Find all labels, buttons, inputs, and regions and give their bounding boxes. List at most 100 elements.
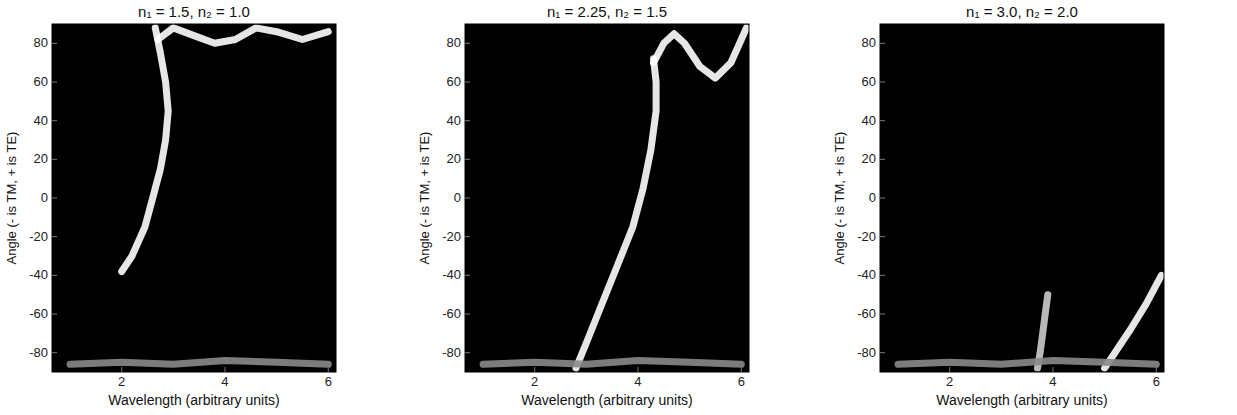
band xyxy=(1105,275,1162,368)
x-tick xyxy=(1052,367,1053,372)
plot-area xyxy=(465,24,749,372)
y-tick-label: -60 xyxy=(442,306,461,321)
y-tick xyxy=(880,159,885,160)
y-tick xyxy=(52,43,57,44)
y-tick-label: 20 xyxy=(862,151,876,166)
plot-area xyxy=(880,24,1164,372)
band xyxy=(158,28,328,43)
y-tick-label: -80 xyxy=(442,345,461,360)
x-tick-label: 4 xyxy=(1049,374,1056,389)
y-tick-label: -40 xyxy=(29,267,48,282)
y-tick xyxy=(465,275,470,276)
figure: -80-60-40-20020406080246n₁ = 1.5, n₂ = 1… xyxy=(0,0,1237,415)
x-tick-label: 6 xyxy=(1153,374,1160,389)
band xyxy=(70,360,328,364)
y-tick xyxy=(465,314,470,315)
x-tick xyxy=(949,367,950,372)
x-tick xyxy=(121,367,122,372)
y-tick xyxy=(880,352,885,353)
y-tick-label: 0 xyxy=(869,190,876,205)
y-tick-label: 20 xyxy=(447,151,461,166)
y-tick xyxy=(52,275,57,276)
y-tick xyxy=(52,82,57,83)
y-tick-label: -20 xyxy=(442,229,461,244)
y-tick xyxy=(52,159,57,160)
frame xyxy=(52,24,336,372)
x-tick-label: 4 xyxy=(634,374,641,389)
frame xyxy=(465,24,749,372)
y-axis-title: Angle (- is TM, + is TE) xyxy=(4,132,19,265)
x-axis-title: Wavelength (arbitrary units) xyxy=(936,392,1107,408)
band xyxy=(898,360,1156,364)
panel-title: n₁ = 3.0, n₂ = 2.0 xyxy=(966,3,1078,20)
panel-title: n₁ = 1.5, n₂ = 1.0 xyxy=(138,3,250,20)
panel-title: n₁ = 2.25, n₂ = 1.5 xyxy=(547,3,667,20)
plot-area xyxy=(52,24,336,372)
y-tick xyxy=(465,159,470,160)
x-tick-label: 2 xyxy=(531,374,538,389)
y-tick-label: 0 xyxy=(41,190,48,205)
band xyxy=(654,28,747,78)
x-tick xyxy=(224,367,225,372)
panel: -80-60-40-20020406080246n₁ = 2.25, n₂ = … xyxy=(417,3,749,408)
y-tick xyxy=(52,198,57,199)
panel: -80 -60 -40 -20 0 20 40 60 80 2 4 6 n₁ = 3.0, n₂ = 2… xyxy=(832,3,1164,408)
y-tick xyxy=(880,43,885,44)
marks xyxy=(483,28,746,368)
y-tick-label: 60 xyxy=(34,74,48,89)
y-tick-label: 40 xyxy=(447,113,461,128)
y-tick-label: 0 xyxy=(454,190,461,205)
y-axis-title: Angle (- is TM, + is TE) xyxy=(417,132,432,265)
y-tick xyxy=(880,82,885,83)
x-tick xyxy=(637,367,638,372)
x-tick-label: 2 xyxy=(946,374,953,389)
y-tick-label: 80 xyxy=(34,35,48,50)
x-tick xyxy=(534,367,535,372)
y-tick xyxy=(465,120,470,121)
y-tick xyxy=(880,120,885,121)
marks xyxy=(898,275,1161,368)
y-tick-label: 80 xyxy=(447,35,461,50)
marks xyxy=(70,28,328,364)
y-tick-label: 40 xyxy=(34,113,48,128)
x-tick-label: 2 xyxy=(118,374,125,389)
y-tick-label: -80 xyxy=(857,345,876,360)
y-tick xyxy=(880,236,885,237)
y-tick xyxy=(880,275,885,276)
y-tick xyxy=(465,198,470,199)
y-tick-label: -80 xyxy=(29,345,48,360)
y-tick xyxy=(465,43,470,44)
y-tick xyxy=(52,236,57,237)
band xyxy=(576,59,656,368)
y-tick-label: 60 xyxy=(862,74,876,89)
y-tick-label: -60 xyxy=(857,306,876,321)
y-tick xyxy=(52,314,57,315)
y-tick-label: -20 xyxy=(29,229,48,244)
x-tick xyxy=(741,367,742,372)
y-tick xyxy=(465,82,470,83)
y-tick xyxy=(465,352,470,353)
y-axis-title: Angle (- is TM, + is TE) xyxy=(832,132,847,265)
x-tick-label: 4 xyxy=(221,374,228,389)
y-tick-label: -40 xyxy=(857,267,876,282)
x-tick-label: 6 xyxy=(325,374,332,389)
y-tick-label: 20 xyxy=(34,151,48,166)
y-tick-label: 40 xyxy=(862,113,876,128)
y-tick xyxy=(52,120,57,121)
y-tick-label: -20 xyxy=(857,229,876,244)
y-tick xyxy=(465,236,470,237)
band xyxy=(1038,295,1048,368)
y-tick-label: -40 xyxy=(442,267,461,282)
y-tick-label: 80 xyxy=(862,35,876,50)
x-axis-title: Wavelength (arbitrary units) xyxy=(521,392,692,408)
x-tick xyxy=(328,367,329,372)
y-tick xyxy=(880,314,885,315)
y-tick xyxy=(880,198,885,199)
x-tick-label: 6 xyxy=(738,374,745,389)
band xyxy=(483,360,741,364)
band xyxy=(122,28,169,272)
x-axis-title: Wavelength (arbitrary units) xyxy=(108,392,279,408)
y-tick xyxy=(52,352,57,353)
panel: -80-60-40-20020406080246n₁ = 1.5, n₂ = 1… xyxy=(4,3,336,408)
frame xyxy=(880,24,1164,372)
